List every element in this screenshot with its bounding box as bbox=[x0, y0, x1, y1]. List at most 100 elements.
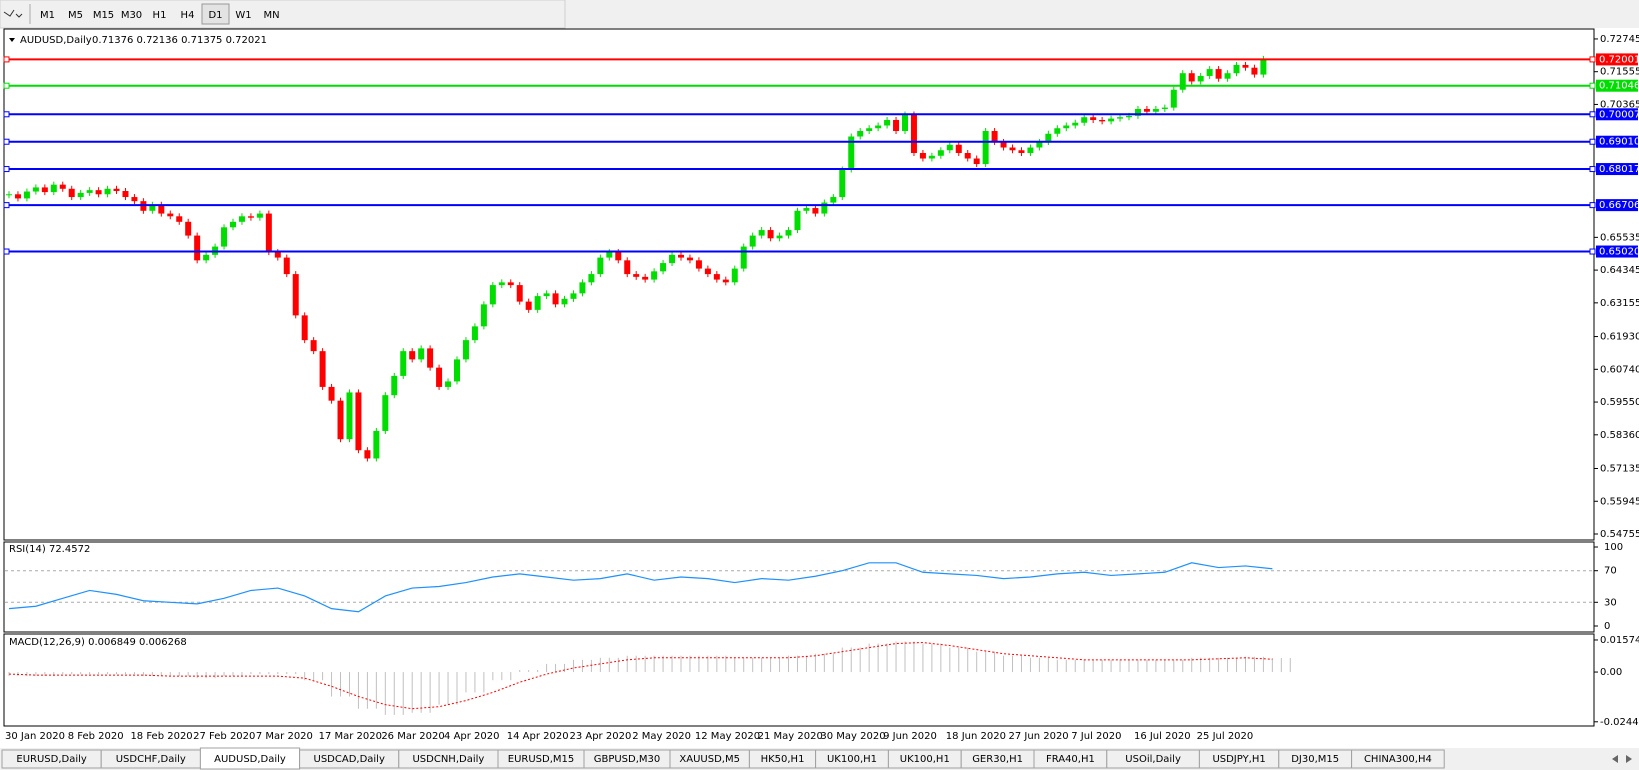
level-label: 0.65020 bbox=[1599, 247, 1639, 258]
level-label-bg bbox=[1596, 163, 1638, 176]
candle bbox=[866, 128, 873, 131]
candle bbox=[642, 276, 649, 280]
candle bbox=[436, 367, 443, 387]
candle bbox=[1143, 108, 1150, 112]
candle bbox=[391, 375, 398, 396]
candle bbox=[919, 153, 926, 159]
candle bbox=[749, 235, 756, 247]
x-tick-label: 8 Feb 2020 bbox=[68, 731, 124, 742]
level-label: 0.71046 bbox=[1599, 81, 1639, 92]
main-panel bbox=[3, 28, 1595, 541]
timeframe-button[interactable] bbox=[146, 4, 173, 24]
candle bbox=[167, 213, 174, 217]
candle bbox=[812, 208, 819, 214]
x-tick-label: 18 Jun 2020 bbox=[946, 731, 1006, 742]
candle bbox=[651, 271, 658, 280]
candle bbox=[498, 282, 505, 286]
level-handle bbox=[1589, 138, 1596, 145]
candle bbox=[660, 263, 667, 272]
candle bbox=[14, 194, 21, 199]
candle bbox=[274, 252, 281, 258]
candle bbox=[50, 184, 57, 193]
timeframe-button[interactable] bbox=[258, 4, 285, 24]
candle bbox=[1099, 119, 1106, 122]
candle bbox=[6, 194, 12, 196]
candle bbox=[1134, 108, 1141, 116]
x-tick-label: 27 Feb 2020 bbox=[193, 731, 255, 742]
candle bbox=[301, 315, 308, 341]
candle bbox=[86, 190, 93, 193]
candle bbox=[973, 158, 980, 165]
timeframe-button[interactable] bbox=[230, 4, 257, 24]
timeframe-button[interactable] bbox=[34, 4, 61, 24]
tab[interactable] bbox=[1351, 749, 1445, 769]
timeframe-button[interactable] bbox=[62, 4, 89, 24]
y-tick-label: 0.61930 bbox=[1600, 332, 1639, 343]
candle bbox=[247, 216, 254, 218]
candle bbox=[346, 392, 353, 440]
candle bbox=[310, 340, 317, 352]
x-tick-label: 30 Jan 2020 bbox=[5, 731, 65, 742]
candle bbox=[238, 216, 245, 222]
candle bbox=[1063, 125, 1070, 129]
level-label-bg bbox=[1596, 53, 1638, 66]
candle bbox=[991, 130, 998, 143]
candle bbox=[946, 144, 953, 151]
timeframe-label: MN bbox=[263, 10, 279, 21]
candle bbox=[1018, 150, 1025, 154]
timeframe-button[interactable] bbox=[174, 4, 201, 24]
candle bbox=[1179, 73, 1186, 90]
x-tick-label: 4 Apr 2020 bbox=[444, 731, 499, 742]
candle bbox=[445, 381, 452, 387]
candle bbox=[454, 359, 460, 382]
x-tick-label: 2 May 2020 bbox=[632, 731, 691, 742]
timeframe-button[interactable] bbox=[201, 3, 230, 25]
timeframe-label: M5 bbox=[68, 10, 83, 21]
candle bbox=[516, 285, 523, 302]
candle bbox=[1090, 117, 1097, 120]
x-tick-label: 25 Jul 2020 bbox=[1197, 731, 1254, 742]
level-handle bbox=[1589, 166, 1596, 173]
candle bbox=[23, 191, 30, 199]
candle bbox=[1009, 147, 1016, 151]
y-tick-label: 0.57135 bbox=[1600, 464, 1639, 475]
x-tick-label: 30 May 2020 bbox=[820, 731, 885, 742]
tab-label: EURUSD,M15 bbox=[508, 754, 574, 765]
candle bbox=[1117, 117, 1124, 119]
candle bbox=[1027, 147, 1034, 154]
tab-label: USDJPY,H1 bbox=[1212, 754, 1265, 765]
timeframe-label: M15 bbox=[93, 10, 114, 21]
candle bbox=[740, 246, 747, 269]
timeframe-label: W1 bbox=[235, 10, 251, 21]
toolbar-icon[interactable] bbox=[3, 9, 23, 18]
tab-label: UK100,H1 bbox=[900, 754, 950, 765]
level-label: 0.72001 bbox=[1599, 54, 1639, 65]
candle bbox=[319, 351, 326, 387]
tab-label: USOil,Daily bbox=[1125, 754, 1181, 765]
tab-label: GBPUSD,M30 bbox=[594, 754, 661, 765]
macd-title: MACD(12,26,9) 0.006849 0.006268 bbox=[9, 637, 187, 648]
x-tick-label: 21 May 2020 bbox=[758, 731, 823, 742]
level-handle bbox=[3, 82, 10, 89]
tab-label: AUDUSD,Daily bbox=[214, 754, 286, 765]
candle bbox=[964, 153, 971, 159]
timeframe-label: M30 bbox=[121, 10, 142, 21]
timeframe-button[interactable] bbox=[118, 4, 145, 24]
candle bbox=[400, 351, 407, 376]
timeframe-button[interactable] bbox=[90, 4, 117, 24]
level-label-bg bbox=[1596, 245, 1638, 258]
candle bbox=[364, 450, 371, 459]
timeframe-label: H1 bbox=[153, 10, 167, 21]
x-tick-label: 26 Mar 2020 bbox=[381, 731, 444, 742]
y-tick-label: 0.70365 bbox=[1600, 99, 1639, 110]
candle bbox=[1152, 108, 1159, 112]
tab-scroll[interactable] bbox=[1612, 755, 1632, 763]
candle bbox=[41, 187, 48, 193]
y-tick-label: 0.015741 bbox=[1600, 635, 1639, 646]
x-tick-label: 27 Jun 2020 bbox=[1009, 731, 1069, 742]
candle bbox=[910, 114, 917, 154]
header-arrow bbox=[9, 38, 15, 42]
tab-label: CHINA300,H4 bbox=[1364, 754, 1432, 765]
rsi-line bbox=[8, 562, 1273, 613]
y-tick-label: 0.63155 bbox=[1600, 298, 1639, 309]
